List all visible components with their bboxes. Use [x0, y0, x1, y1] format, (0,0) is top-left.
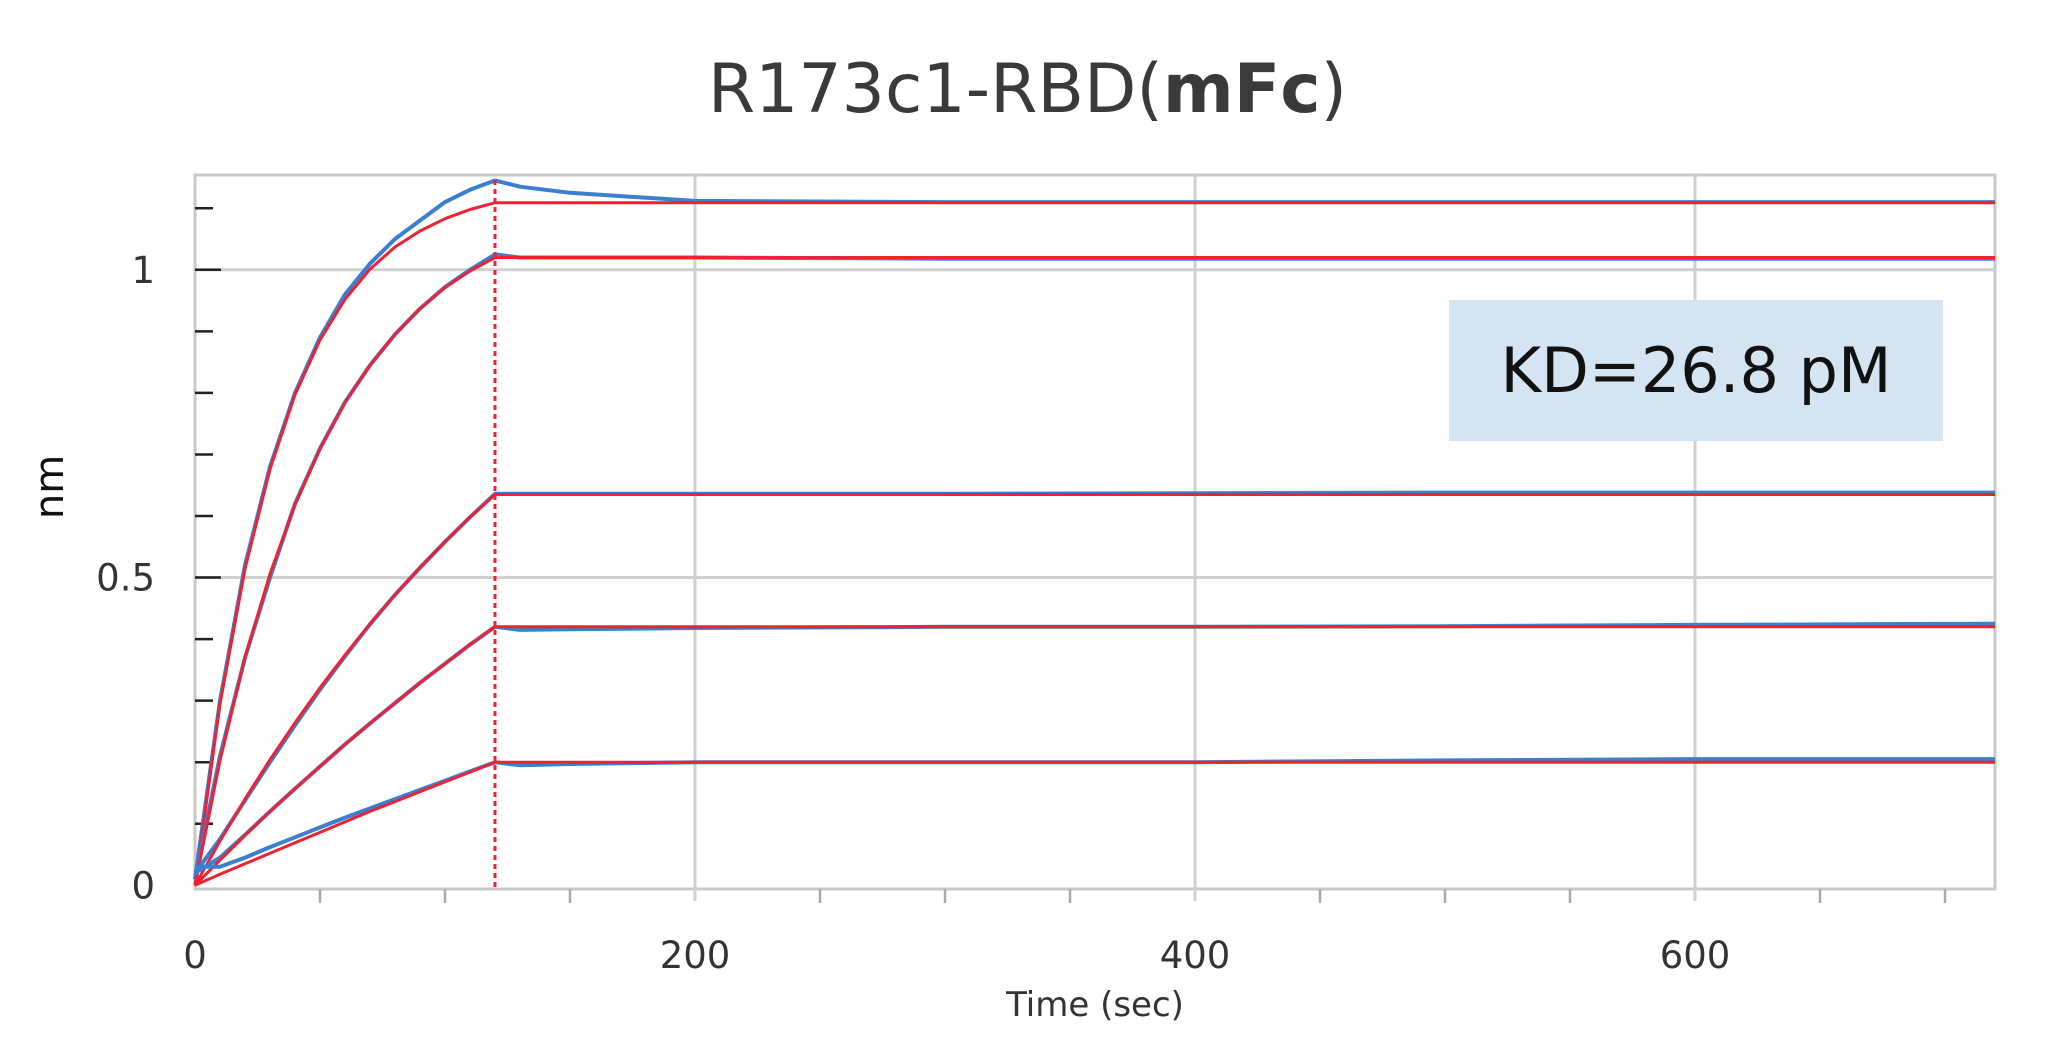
y-tick-label: 1	[131, 249, 155, 292]
x-tick-label: 400	[1160, 934, 1231, 977]
x-tick-label: 0	[183, 934, 207, 977]
x-axis-label: Time (sec)	[1005, 985, 1184, 1025]
series-line-fit-0	[193, 201, 1995, 886]
title-part-bold: mFc	[1162, 50, 1321, 129]
y-tick-label: 0.5	[96, 557, 155, 600]
title-part: R173c1-RBD(	[707, 50, 1163, 129]
series-line-fit-1	[193, 256, 1995, 886]
x-tick-label: 200	[660, 934, 731, 977]
kd-annotation-text: KD=26.8 pM	[1500, 334, 1892, 407]
x-tick-label: 600	[1660, 934, 1731, 977]
y-axis-label: nm	[27, 455, 73, 519]
y-tick-label: 0	[131, 864, 155, 907]
chart-title: R173c1-RBD(mFc)	[0, 50, 2055, 129]
kd-annotation: KD=26.8 pM	[1449, 300, 1943, 441]
series-line-fit-2	[193, 493, 1995, 887]
plot-frame	[193, 173, 1997, 891]
series-line-fit-4	[194, 760, 1995, 887]
title-part: )	[1320, 50, 1348, 129]
series-line-fit-3	[193, 625, 1995, 887]
